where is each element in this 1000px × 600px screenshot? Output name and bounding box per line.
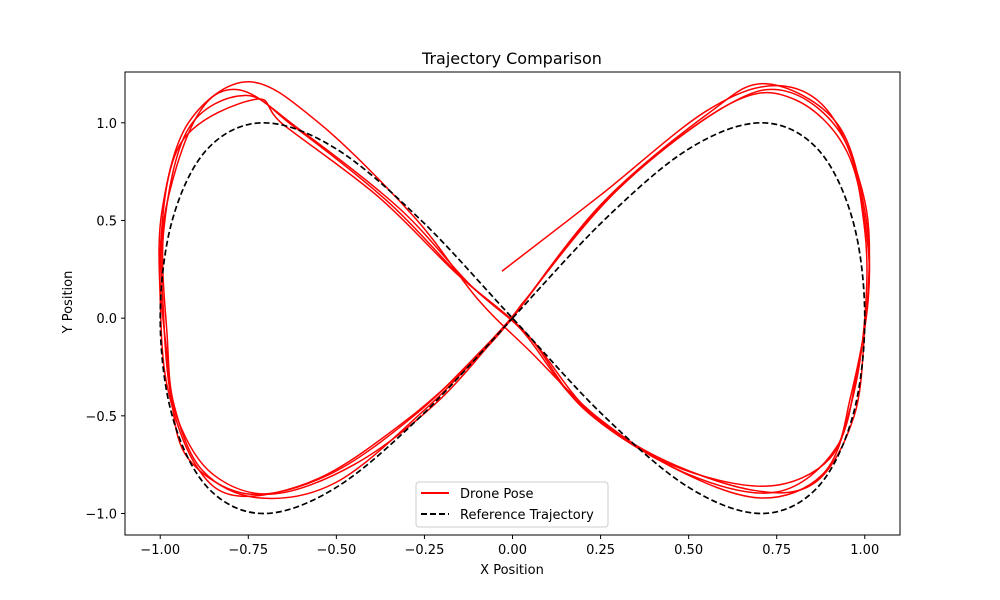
- chart-title: Trajectory Comparison: [421, 49, 602, 68]
- legend-frame: [415, 481, 609, 528]
- x-tick-label: −0.25: [405, 543, 445, 558]
- y-axis-label: Y Position: [61, 271, 76, 335]
- x-tick-label: 1.00: [850, 543, 879, 558]
- y-tick-label: 1.0: [96, 117, 117, 132]
- y-axis: −1.0 −0.5 0.0 0.5 1.0: [85, 117, 125, 523]
- drone-pose-line-lap-4: [158, 91, 871, 495]
- x-tick-label: 0.00: [498, 543, 527, 558]
- reference-trajectory-line: [159, 121, 866, 515]
- y-tick-label: −1.0: [85, 508, 117, 523]
- legend-label-drone-pose: Drone Pose: [460, 487, 534, 502]
- y-tick-label: −0.5: [85, 410, 117, 425]
- x-tick-label: −0.75: [228, 543, 268, 558]
- x-tick-label: 0.50: [674, 543, 703, 558]
- x-axis-label: X Position: [480, 563, 544, 578]
- x-tick-label: 0.75: [762, 543, 791, 558]
- x-axis: −1.00 −0.75 −0.50 −0.25 0.00 0.25 0.50 0.75 1.00: [140, 535, 879, 558]
- x-tick-label: −0.50: [316, 543, 356, 558]
- legend: Drone Pose Reference Trajectory: [415, 481, 609, 528]
- y-tick-label: 0.5: [96, 214, 117, 229]
- x-tick-label: −1.00: [140, 543, 180, 558]
- legend-label-reference: Reference Trajectory: [460, 508, 594, 523]
- x-tick-label: 0.25: [586, 543, 615, 558]
- y-tick-label: 0.0: [96, 312, 117, 327]
